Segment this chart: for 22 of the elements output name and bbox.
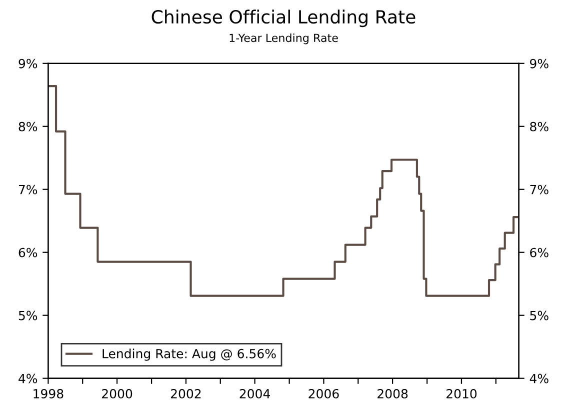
y-tick-label: 5%	[18, 310, 38, 320]
y2-tick-label: 7%	[530, 184, 548, 194]
x-tick-label: 2008	[378, 388, 408, 398]
y2-tick-label: 5%	[530, 310, 548, 320]
y2-tick-label: 9%	[530, 58, 548, 68]
y2-tick-label: 8%	[530, 122, 548, 132]
y2-tick-label: 6%	[530, 248, 548, 258]
x-tick-label: 2006	[308, 388, 339, 398]
legend-label: Lending Rate: Aug @ 6.56%	[102, 348, 276, 361]
x-tick-label: 2004	[240, 388, 270, 398]
y-tick-label: 7%	[18, 184, 38, 194]
x-tick-label: 2010	[446, 388, 477, 398]
x-tick-label: 2002	[170, 388, 201, 398]
chart-subtitle: 1-Year Lending Rate	[230, 33, 338, 44]
x-tick-label: 1998	[34, 388, 64, 398]
y-tick-label: 9%	[18, 58, 38, 68]
x-tick-label: 2000	[102, 388, 132, 398]
y2-tick-label: 4%	[530, 374, 548, 384]
y-tick-label: 8%	[18, 122, 38, 132]
chart-title: Chinese Official Lending Rate	[152, 10, 416, 28]
y-tick-label: 4%	[18, 374, 38, 384]
y-tick-label: 6%	[18, 248, 38, 258]
